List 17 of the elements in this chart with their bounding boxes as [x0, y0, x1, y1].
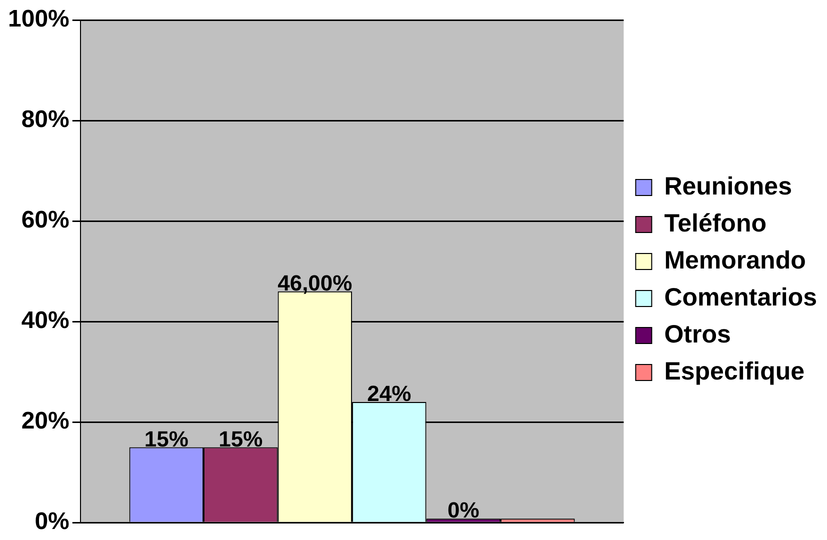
y-tick-label: 20% — [21, 408, 70, 435]
data-label: 24% — [367, 381, 412, 406]
data-label: 15% — [218, 426, 263, 452]
y-tick-label: 40% — [21, 307, 70, 334]
y-tick-label: 60% — [21, 206, 70, 234]
legend-label: Comentarios — [664, 283, 818, 312]
data-label: 46,00% — [278, 270, 352, 296]
legend-label: Especifique — [664, 357, 805, 386]
y-tick-label: 80% — [21, 106, 70, 134]
y-tick-label: 100% — [8, 6, 70, 33]
legend-label: Otros — [664, 320, 731, 348]
legend-label: Reuniones — [664, 172, 792, 200]
data-label: 0% — [448, 498, 480, 523]
y-tick-label: 0% — [34, 508, 70, 536]
legend-label: Teléfono — [664, 209, 767, 238]
data-label: 15% — [144, 426, 188, 452]
legend-label: Memorando — [664, 246, 806, 274]
